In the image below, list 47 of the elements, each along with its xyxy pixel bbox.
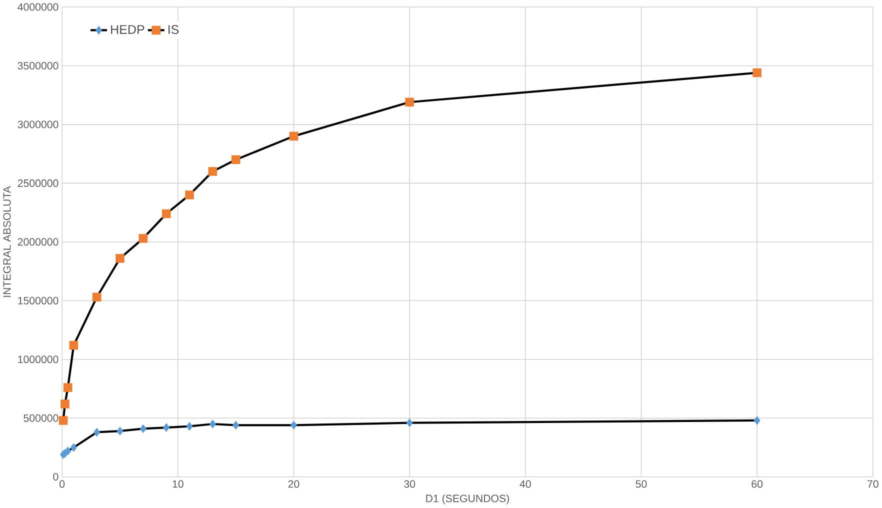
y-tick-label: 4000000: [18, 3, 58, 11]
point: [405, 98, 414, 107]
x-tick-label: 20: [288, 480, 300, 488]
point: [754, 416, 760, 426]
x-tick-label: 10: [172, 480, 184, 488]
y-tick-label: 3500000: [18, 62, 58, 70]
point: [94, 428, 100, 437]
point: [140, 424, 146, 434]
point: [209, 420, 216, 429]
point: [63, 383, 72, 392]
y-tick-label: 500000: [24, 414, 58, 422]
x-tick-label: 0: [60, 480, 65, 488]
legend-label: IS: [168, 25, 179, 34]
point: [69, 341, 78, 350]
point: [186, 422, 193, 431]
point: [290, 421, 298, 430]
point: [231, 156, 240, 164]
point: [58, 416, 68, 426]
x-tick-label: 50: [636, 480, 647, 488]
point: [162, 210, 171, 218]
point: [289, 132, 298, 141]
point: [116, 426, 124, 436]
point: [232, 421, 240, 430]
point: [116, 254, 124, 263]
y-tick-label: 2500000: [18, 180, 58, 188]
point: [92, 292, 102, 302]
x-axis-title: D1 (SEGUNDOS): [426, 494, 509, 505]
point: [406, 418, 413, 428]
y-tick-label: 2000000: [18, 238, 58, 246]
point: [185, 190, 194, 200]
y-tick-label: 0: [53, 473, 58, 481]
legend-label: HEDP: [111, 25, 144, 34]
x-tick-label: 30: [404, 480, 416, 488]
x-tick-label: 40: [520, 480, 531, 488]
point: [70, 443, 77, 452]
point: [208, 167, 218, 176]
point: [163, 423, 170, 432]
y-tick-label: 3000000: [18, 120, 58, 128]
point: [752, 68, 762, 78]
point: [138, 234, 148, 244]
point: [60, 400, 70, 409]
y-tick-label: 1000000: [18, 356, 58, 364]
x-tick-label: 60: [752, 480, 763, 488]
y-axis-title: INTEGRAL ABSOLUTA: [3, 186, 11, 298]
point: [64, 446, 72, 456]
y-tick-label: 1500000: [18, 297, 58, 305]
x-tick-label: 70: [868, 480, 878, 488]
